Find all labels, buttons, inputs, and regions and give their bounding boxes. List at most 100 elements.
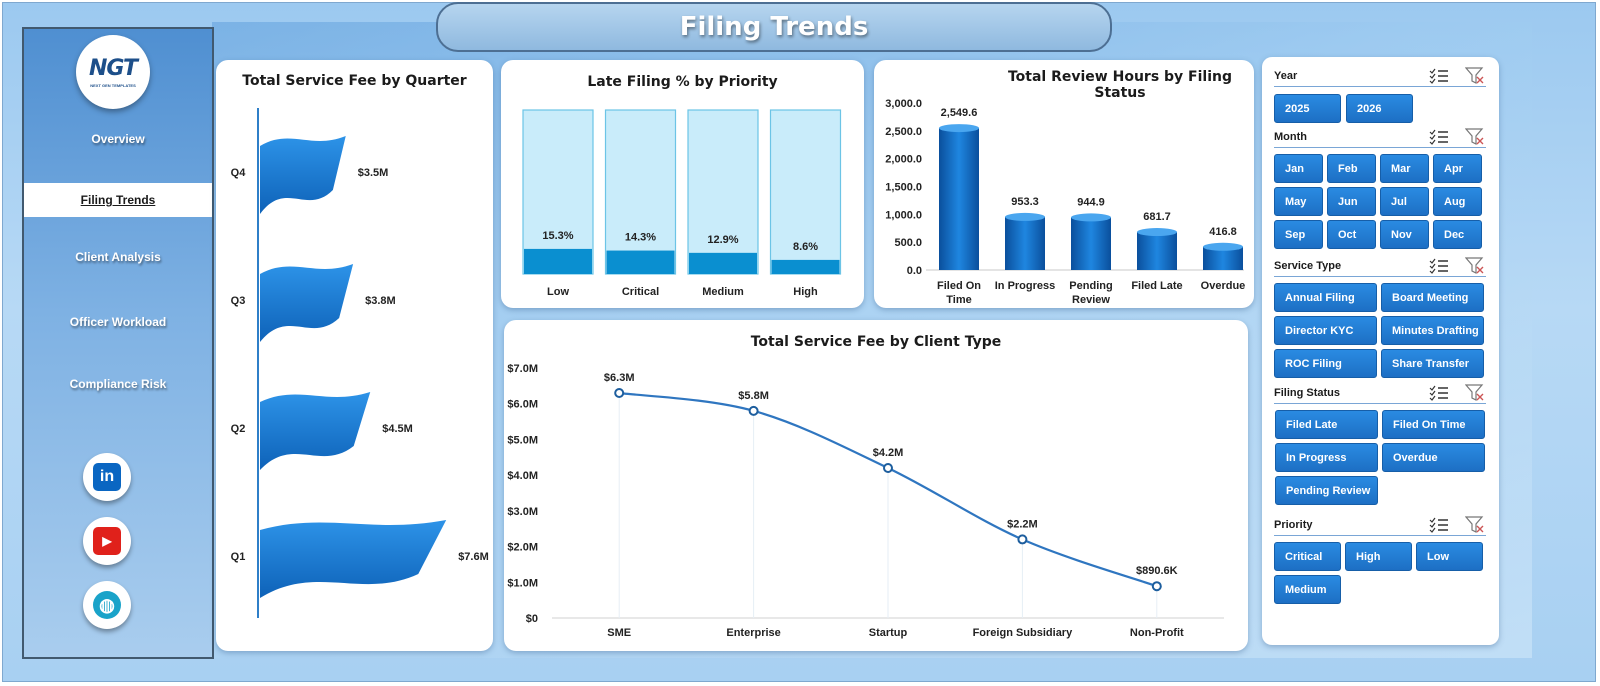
slicer-option-service-type[interactable]: Minutes Drafting [1381,316,1484,345]
slicer-option-month[interactable]: Jun [1327,187,1376,216]
data-point [748,405,759,416]
slicer-label: Year [1274,69,1298,82]
bar [1137,232,1177,270]
bar-cap [1137,228,1177,237]
slicer-option-month[interactable]: Oct [1327,220,1376,249]
data-point [1151,581,1162,592]
category-label: Non-Profit [1130,627,1184,639]
nav-item-client-analysis[interactable]: Client Analysis [75,250,161,264]
y-tick-label: 1,000.0 [885,209,922,221]
data-label: 12.9% [707,234,738,246]
nav-item-officer-workload[interactable]: Officer Workload [69,315,167,329]
multi-select-icon[interactable] [1428,384,1450,402]
slicer-option-year[interactable]: 2026 [1346,94,1413,123]
bar [1005,216,1045,270]
slicer-option-month[interactable]: Aug [1433,187,1482,216]
data-point [883,463,893,473]
slicer-option-month[interactable]: Nov [1380,220,1429,249]
category-label: In Progress [995,280,1056,292]
slicer-option-filing-status[interactable]: Overdue [1382,443,1485,472]
slicer-option-service-type[interactable]: ROC Filing [1274,349,1377,378]
slicer-label: Service Type [1274,259,1342,272]
clear-filter-icon[interactable] [1464,515,1486,534]
logo-subtitle: NEXT GEN TEMPLATES [90,83,136,88]
category-label: Foreign Subsidiary [973,627,1074,639]
bar [524,248,592,274]
multi-select-icon[interactable] [1428,516,1450,534]
multi-select-icon[interactable] [1428,257,1450,275]
slicer-header-service-type: Service Type [1274,255,1486,277]
slicer-option-priority[interactable]: High [1345,542,1412,571]
filter-panel: Year Month Service Type Filing Status Pr… [1262,57,1499,645]
slicer-option-service-type[interactable]: Annual Filing [1274,283,1377,312]
slicer-option-service-type[interactable]: Board Meeting [1381,283,1484,312]
data-label: 15.3% [542,230,573,242]
category-label: Q3 [231,295,246,307]
category-label: Enterprise [726,627,780,639]
y-tick-label: 3,000.0 [885,98,922,110]
slicer-option-filing-status[interactable]: Filed Late [1275,410,1378,439]
bar-background [522,109,594,275]
slicer-option-service-type[interactable]: Director KYC [1274,316,1377,345]
slicer-option-filing-status[interactable]: In Progress [1275,443,1378,472]
slicer-label: Month [1274,130,1307,143]
category-label: Startup [869,627,908,639]
bar-background [604,109,677,275]
category-label: Time [946,294,971,306]
bar [771,259,840,274]
clear-filter-icon[interactable] [1464,256,1486,275]
nav-item-filing-trends[interactable]: Filing Trends [24,183,212,217]
slicer-option-month[interactable]: May [1274,187,1323,216]
data-label: $2.2M [1007,518,1038,530]
linkedin-button[interactable]: in [83,453,131,501]
slicer-option-month[interactable]: Jul [1380,187,1429,216]
multi-select-icon[interactable] [1428,67,1450,85]
bar-cap [939,124,979,133]
category-label: Filed Late [1131,280,1182,292]
nav-item-overview[interactable]: Overview [91,132,145,146]
slicer-header-year: Year [1274,65,1486,87]
website-button[interactable]: ◍ [83,581,131,629]
slicer-label: Priority [1274,518,1313,531]
data-label: 681.7 [1143,211,1171,223]
slicer-option-month[interactable]: Mar [1380,154,1429,183]
nav-item-compliance-risk[interactable]: Compliance Risk [69,377,167,391]
clear-filter-icon[interactable] [1464,127,1486,146]
slicer-option-month[interactable]: Sep [1274,220,1323,249]
data-label: 944.9 [1077,196,1105,208]
bar [260,264,354,342]
slicer-option-priority[interactable]: Medium [1274,575,1341,604]
slicer-option-service-type[interactable]: Share Transfer [1381,349,1484,378]
clear-filter-icon[interactable] [1464,383,1486,402]
slicer-option-month[interactable]: Dec [1433,220,1482,249]
y-tick-label: 2,000.0 [885,154,922,166]
data-label: $5.8M [738,390,769,402]
review-hours-chart: 0.0 500.0 1,000.0 1,500.0 2,000.0 2,500.0 3,00… [885,98,1246,306]
slicer-option-month[interactable]: Jan [1274,154,1323,183]
category-label: Filed On [937,280,981,292]
chart-card-late-filing: Late Filing % by Priority 15.3% Low 14.3% C… [501,60,864,308]
y-tick-label: $2.0M [507,542,538,554]
slicer-option-year[interactable]: 2025 [1274,94,1341,123]
multi-select-icon[interactable] [1428,128,1450,146]
late-filing-chart: 15.3% Low 14.3% Critical 12.9% Medium 8.6% High [522,109,842,298]
data-label: $4.5M [382,423,413,435]
slicer-option-month[interactable]: Feb [1327,154,1376,183]
youtube-button[interactable]: ▶ [83,517,131,565]
category-label: Overdue [1201,280,1246,292]
slicer-option-priority[interactable]: Critical [1274,542,1341,571]
slicer-option-filing-status[interactable]: Pending Review [1275,476,1378,505]
slicer-option-month[interactable]: Apr [1433,154,1482,183]
y-tick-label: 1,500.0 [885,182,922,194]
y-tick-label: $1.0M [507,577,538,589]
fee-by-client-chart: $0 $1.0M $2.0M $3.0M $4.0M $5.0M $6.0M $7.0M $6.… [507,363,1224,639]
data-label: 2,549.6 [941,107,978,119]
clear-filter-icon[interactable] [1464,66,1486,85]
category-label: Critical [622,286,659,298]
slicer-option-priority[interactable]: Low [1416,542,1483,571]
bar [1071,217,1111,270]
slicer-header-priority: Priority [1274,514,1486,536]
y-tick-label: $5.0M [507,434,538,446]
bar [606,250,675,274]
slicer-option-filing-status[interactable]: Filed On Time [1382,410,1485,439]
